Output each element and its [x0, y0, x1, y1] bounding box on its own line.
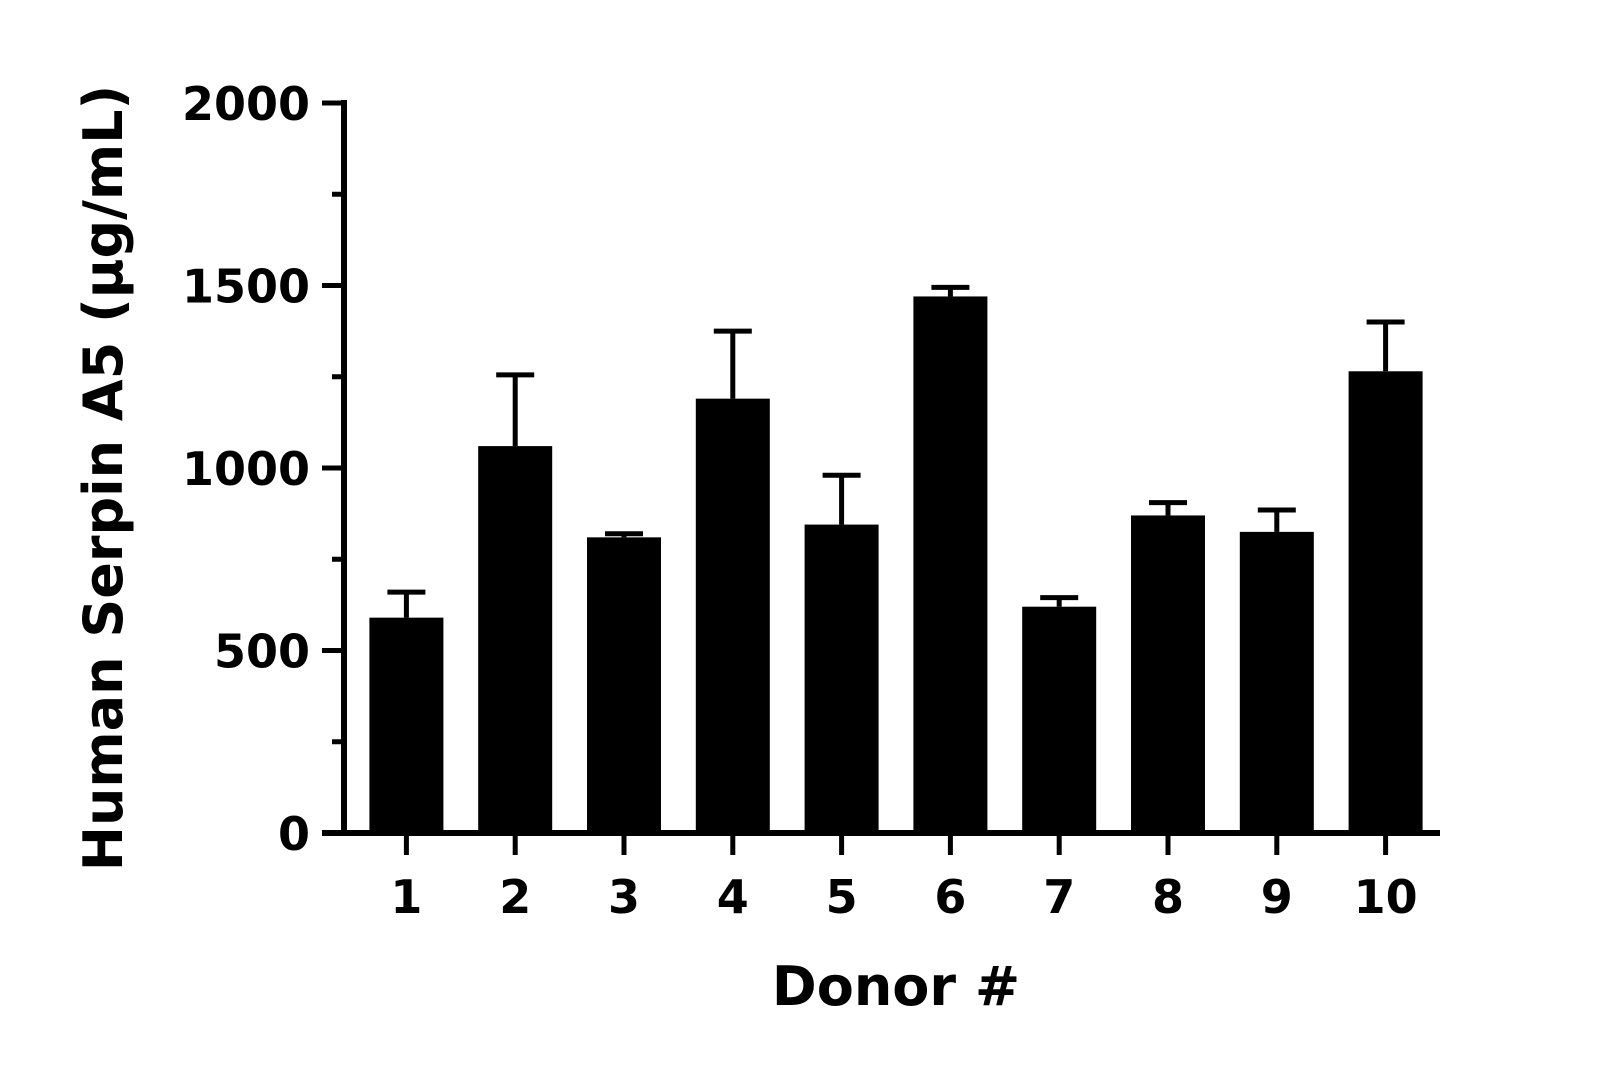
x-tick-label: 4: [717, 870, 749, 924]
x-tick-label: 1: [390, 870, 422, 924]
bar-donor-6: [913, 296, 988, 833]
bar-donor-9: [1239, 531, 1314, 833]
bar-donor-8: [1131, 515, 1205, 833]
x-tick-label: 7: [1043, 870, 1075, 924]
bar-donor-2: [478, 446, 553, 833]
error-bars-layer: [387, 284, 1405, 618]
x-axis-title: Donor #: [772, 955, 1020, 1018]
x-tick-label: 10: [1354, 870, 1418, 924]
x-tick-label: 8: [1152, 870, 1184, 924]
bar-donor-7: [1022, 606, 1097, 833]
x-tick-label: 6: [934, 870, 966, 924]
bar-donor-5: [804, 524, 879, 833]
bar-donor-10: [1348, 371, 1423, 833]
y-tick-label: 1000: [182, 442, 310, 496]
bar-donor-4: [695, 398, 770, 833]
x-ticks-layer: 1 2 3 4 5 6 7 8 9 10: [390, 833, 1418, 924]
y-ticks-layer: 0 500 1000 1500 2000: [182, 77, 344, 861]
x-tick-label: 9: [1261, 870, 1293, 924]
bar-donor-3: [587, 537, 661, 833]
y-tick-label: 500: [214, 625, 310, 679]
y-tick-label: 1500: [182, 260, 310, 314]
x-tick-label: 2: [499, 870, 531, 924]
bars-layer: [369, 296, 1423, 833]
x-tick-label: 3: [608, 870, 640, 924]
y-tick-label: 0: [278, 807, 310, 861]
bar-donor-1: [369, 617, 444, 833]
y-tick-label: 2000: [182, 77, 310, 131]
y-axis-title: Human Serpin A5 (µg/mL): [72, 85, 135, 871]
x-tick-label: 5: [826, 870, 858, 924]
